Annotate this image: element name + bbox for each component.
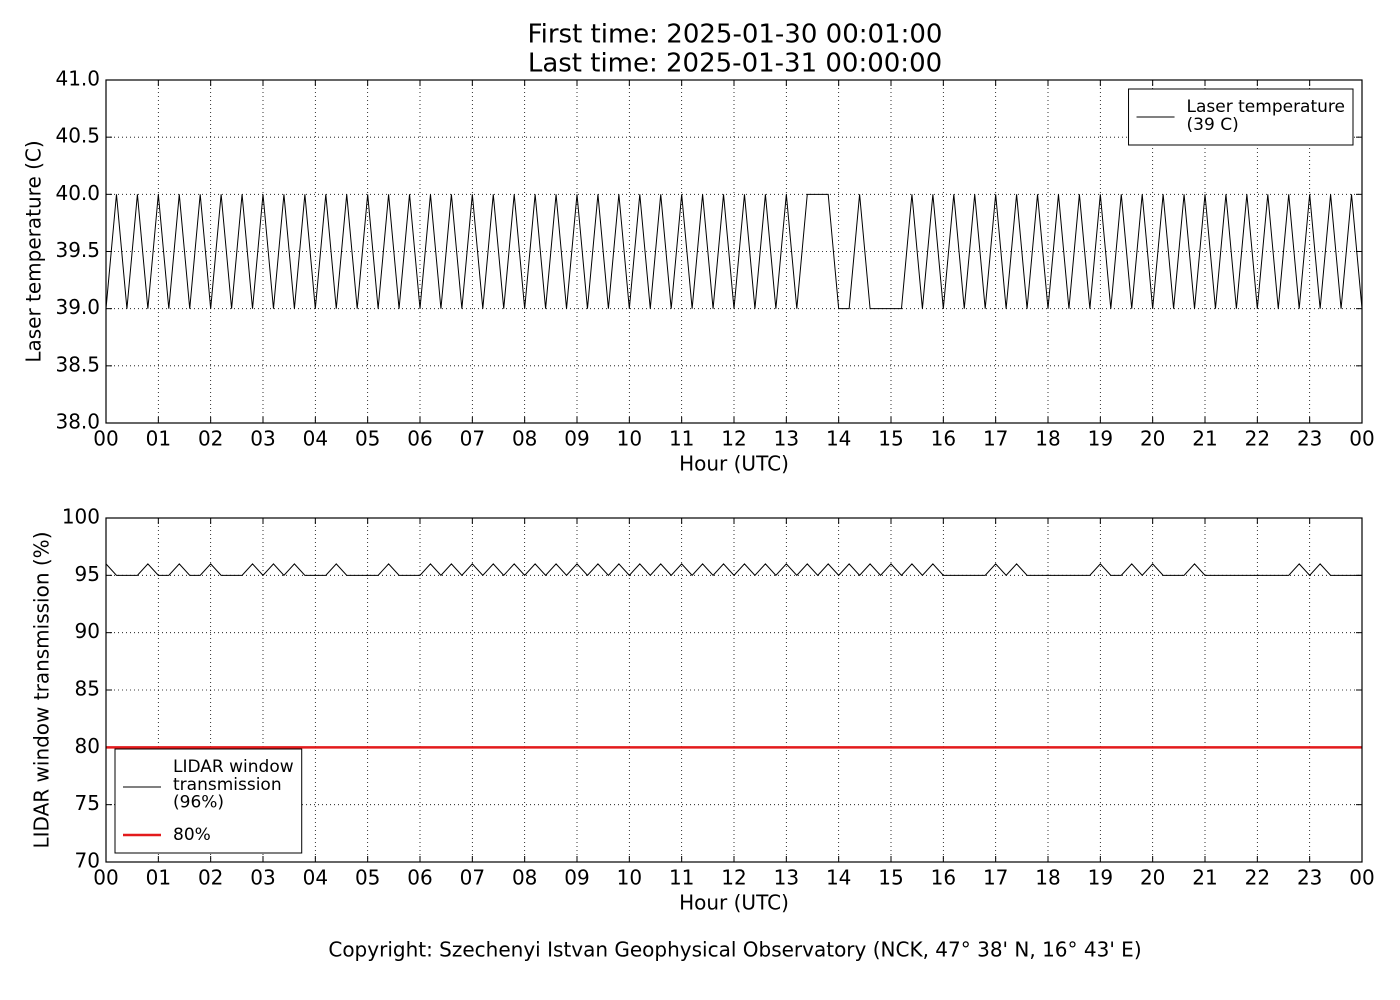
x-tick-label: 04 xyxy=(303,427,328,451)
x-tick-label: 12 xyxy=(721,427,746,451)
y-tick-label: 40.0 xyxy=(55,181,100,205)
x-tick-label: 15 xyxy=(878,427,903,451)
y-tick-label: 38.5 xyxy=(55,352,100,376)
x-tick-label: 08 xyxy=(512,866,537,890)
x-tick-label: 12 xyxy=(721,866,746,890)
x-tick-label: 17 xyxy=(983,866,1008,890)
y-axis-label: LIDAR window transmission (%) xyxy=(30,532,54,849)
data-line xyxy=(105,563,1362,577)
x-tick-label: 06 xyxy=(407,866,432,890)
y-tick-label: 39.5 xyxy=(55,238,100,262)
x-tick-label: 18 xyxy=(1035,866,1060,890)
plot-frame xyxy=(105,517,1363,863)
y-tick-label: 70 xyxy=(75,849,100,873)
x-tick-label: 23 xyxy=(1297,866,1322,890)
x-tick-label: 04 xyxy=(303,866,328,890)
x-tick-label: 07 xyxy=(460,866,485,890)
x-tick-label: 03 xyxy=(250,866,275,890)
x-tick-label: 17 xyxy=(983,427,1008,451)
y-tick-label: 38.0 xyxy=(55,410,100,434)
x-tick-label: 10 xyxy=(617,427,642,451)
y-tick-label: 40.5 xyxy=(55,124,100,148)
x-tick-label: 02 xyxy=(198,866,223,890)
title-line-1: First time: 2025-01-30 00:01:00 xyxy=(528,20,943,50)
plot-frame xyxy=(105,79,1363,424)
x-tick-label: 21 xyxy=(1192,866,1217,890)
y-axis-label: Laser temperature (C) xyxy=(22,140,46,362)
x-tick-label: 14 xyxy=(826,866,851,890)
legend-label: LIDAR window transmission (96%) xyxy=(173,757,294,813)
x-tick-label: 09 xyxy=(564,866,589,890)
legend-label: 80% xyxy=(173,825,211,845)
x-tick-label: 08 xyxy=(512,427,537,451)
x-tick-label: 05 xyxy=(355,427,380,451)
y-tick-label: 85 xyxy=(75,677,100,701)
x-tick-label: 03 xyxy=(250,427,275,451)
x-tick-label: 05 xyxy=(355,866,380,890)
x-tick-label: 20 xyxy=(1140,866,1165,890)
x-tick-label: 01 xyxy=(146,866,171,890)
x-tick-label: 00 xyxy=(93,427,118,451)
x-tick-label: 15 xyxy=(878,866,903,890)
x-tick-label: 16 xyxy=(931,866,956,890)
x-tick-label: 02 xyxy=(198,427,223,451)
legend: LIDAR window transmission (96%) 80% xyxy=(114,748,303,854)
x-tick-label: 00 xyxy=(1349,866,1374,890)
legend-label: Laser temperature (39 C) xyxy=(1187,97,1345,135)
x-tick-label: 14 xyxy=(826,427,851,451)
x-tick-label: 00 xyxy=(1349,427,1374,451)
x-tick-label: 19 xyxy=(1088,866,1113,890)
x-tick-label: 06 xyxy=(407,427,432,451)
x-tick-label: 19 xyxy=(1088,427,1113,451)
x-tick-label: 23 xyxy=(1297,427,1322,451)
x-tick-label: 11 xyxy=(669,866,694,890)
x-tick-label: 22 xyxy=(1245,866,1270,890)
y-tick-label: 90 xyxy=(75,619,100,643)
x-tick-label: 22 xyxy=(1245,427,1270,451)
y-tick-label: 41.0 xyxy=(55,67,100,91)
x-tick-label: 16 xyxy=(931,427,956,451)
x-tick-label: 11 xyxy=(669,427,694,451)
x-tick-label: 18 xyxy=(1035,427,1060,451)
y-tick-label: 100 xyxy=(62,505,100,529)
footer: Copyright: Szechenyi Istvan Geophysical … xyxy=(328,938,1141,962)
x-tick-label: 13 xyxy=(774,427,799,451)
x-axis-label: Hour (UTC) xyxy=(679,891,789,915)
x-tick-label: 07 xyxy=(460,427,485,451)
x-tick-label: 21 xyxy=(1192,427,1217,451)
x-tick-label: 01 xyxy=(146,427,171,451)
x-tick-label: 09 xyxy=(564,427,589,451)
x-tick-label: 20 xyxy=(1140,427,1165,451)
legend: Laser temperature (39 C) xyxy=(1128,88,1354,146)
x-tick-label: 00 xyxy=(93,866,118,890)
x-tick-label: 10 xyxy=(617,866,642,890)
title-line-2: Last time: 2025-01-31 00:00:00 xyxy=(528,49,942,79)
x-tick-label: 13 xyxy=(774,866,799,890)
y-tick-label: 80 xyxy=(75,734,100,758)
data-line xyxy=(105,193,1363,310)
y-tick-label: 95 xyxy=(75,562,100,586)
y-tick-label: 75 xyxy=(75,791,100,815)
x-axis-label: Hour (UTC) xyxy=(679,452,789,476)
y-tick-label: 39.0 xyxy=(55,295,100,319)
